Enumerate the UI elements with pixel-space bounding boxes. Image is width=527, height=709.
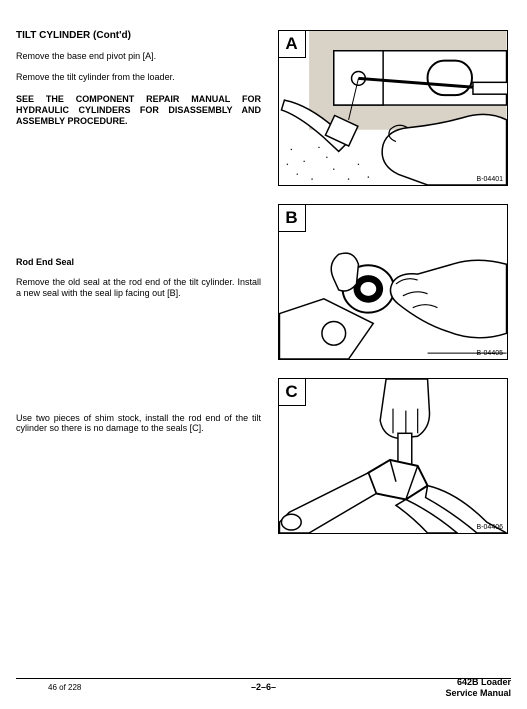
figure-a-label: A — [278, 30, 306, 58]
paragraph-4: Remove the old seal at the rod end of th… — [16, 277, 261, 298]
figure-c-id: B-04406 — [477, 524, 503, 531]
footer-rule — [16, 678, 511, 679]
figure-b-illustration — [279, 205, 507, 359]
figure-c: C B-04406 — [278, 378, 508, 534]
paragraph-2: Remove the tilt cylinder from the loader… — [16, 72, 261, 83]
footer-title-line1: 642B Loader — [457, 677, 511, 687]
footer-title-line2: Service Manual — [445, 688, 511, 698]
figure-b-id: B-04405 — [477, 350, 503, 357]
paragraph-5: Use two pieces of shim stock, install th… — [16, 413, 261, 434]
spacer — [16, 298, 261, 413]
section-heading: TILT CYLINDER (Cont'd) — [16, 30, 261, 41]
figure-a-id: B-04401 — [477, 176, 503, 183]
figure-c-illustration — [279, 379, 507, 533]
figure-a-illustration — [279, 31, 507, 185]
figure-a: A B-04401 — [278, 30, 508, 186]
figure-c-label: C — [278, 378, 306, 406]
spacer — [16, 137, 261, 257]
figure-b-label: B — [278, 204, 306, 232]
footer-title: 642B Loader Service Manual — [445, 677, 511, 699]
figure-b: B B-04405 — [278, 204, 508, 360]
subsection-heading: Rod End Seal — [16, 257, 261, 267]
paragraph-3: SEE THE COMPONENT REPAIR MANUAL FOR HYDR… — [16, 94, 261, 128]
paragraph-1: Remove the base end pivot pin [A]. — [16, 51, 261, 62]
